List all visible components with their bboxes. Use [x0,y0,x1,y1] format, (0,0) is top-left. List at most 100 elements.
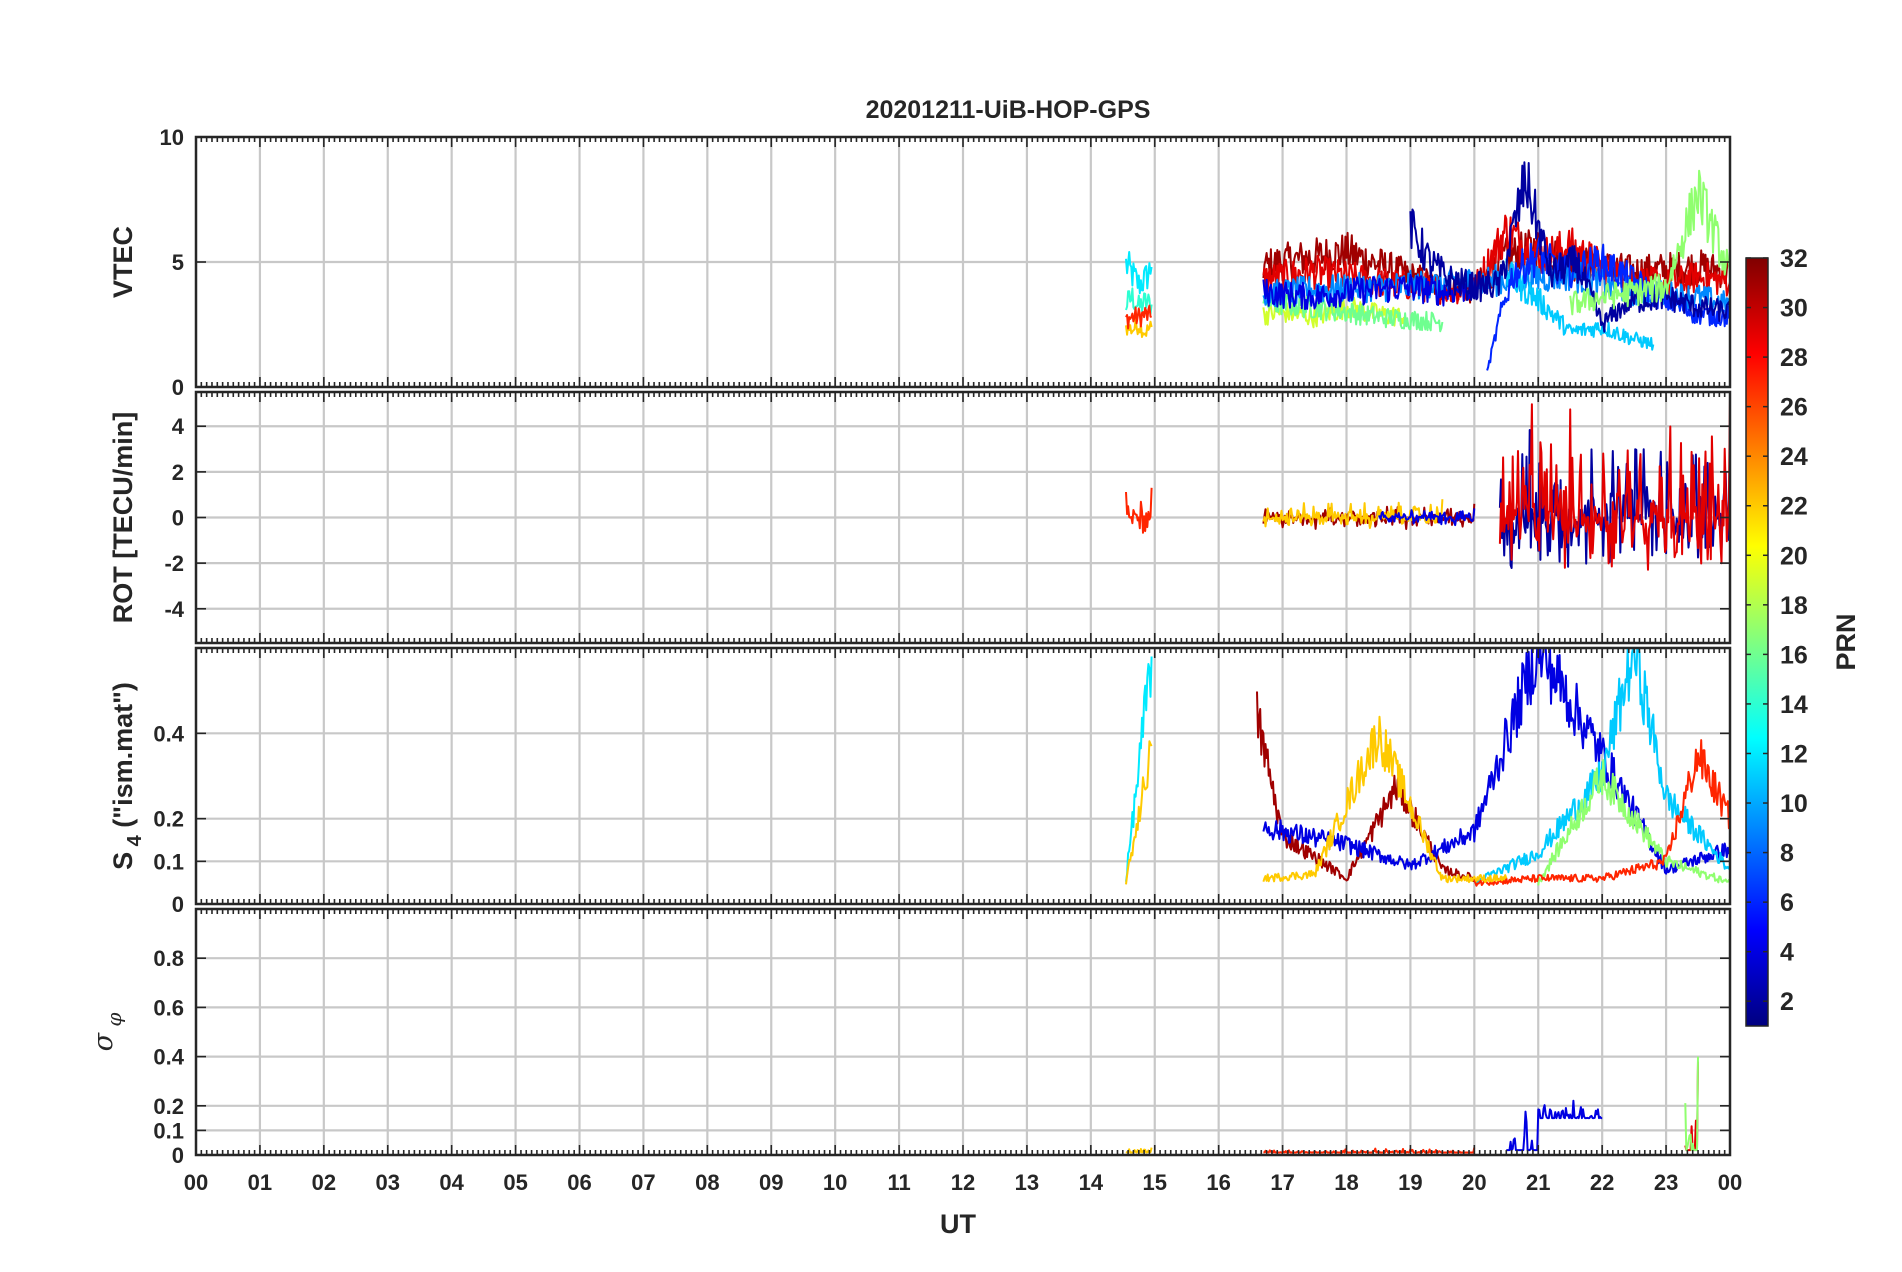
y-tick-label: 0.8 [153,946,184,971]
series-prn-12 [1125,656,1153,882]
colorbar-tick-label: 16 [1780,641,1808,669]
colorbar-label: PRN [1831,613,1861,670]
panel-vtec: 0 5 10 VTEC [108,125,1732,400]
series-prn-22 [1125,740,1153,885]
series-prn-12 [1125,251,1153,295]
colorbar-tick-label: 28 [1780,344,1808,372]
series-prn-2 [1409,161,1730,333]
series-prn-31 [1256,691,1476,883]
colorbar-tick-label: 30 [1780,295,1808,323]
y-axis-label: S 4 ("ism.mat") [108,682,146,870]
colorbar-tick-label: 8 [1780,840,1794,868]
colorbar-tick-label: 6 [1780,889,1794,917]
series-prn-17 [1569,169,1730,316]
x-tick-labels: 00 01 02 03 04 05 06 07 08 09 10 11 12 13 14 15 16 17 18 19… [184,1170,1742,1195]
y-tick-label: 10 [160,125,184,150]
x-tick-label: 03 [376,1170,400,1195]
x-tick-label: 15 [1143,1170,1167,1195]
series-prn-4 [1378,508,1476,527]
x-tick-label: 16 [1206,1170,1230,1195]
x-tick-label: 19 [1398,1170,1422,1195]
colorbar-tick-label: 4 [1780,939,1794,967]
x-tick-label: 23 [1654,1170,1678,1195]
series-group [1125,161,1730,371]
y-tick-label: -2 [164,551,184,576]
y-tick-label: 0.1 [153,1118,184,1143]
y-axis-label: VTEC [108,226,138,298]
colorbar-tick-label: 10 [1780,790,1808,818]
colorbar-gradient [1745,257,1769,1027]
series-prn-17 [1537,759,1730,886]
x-tick-label: 07 [631,1170,655,1195]
series-prn-27 [1125,487,1153,534]
x-tick-label: 17 [1270,1170,1294,1195]
colorbar-tick-label: 2 [1780,988,1794,1016]
series-prn-29 [1262,214,1730,305]
y-tick-label: 0.2 [153,807,184,832]
series-prn-27 [1125,304,1152,330]
series-prn-6 [1486,237,1730,371]
series-prn-29 [1498,396,1730,571]
series-prn-11 [1505,258,1655,351]
y-tick-label: 0.2 [153,1094,184,1119]
x-tick-label: 10 [823,1170,847,1195]
colorbar-tick-label: 32 [1780,245,1808,273]
series-group [1125,396,1730,571]
colorbar-tick-label: 22 [1780,493,1808,521]
x-tick-label: 09 [759,1170,783,1195]
y-tick-label: 0.4 [153,721,184,746]
y-tick-label: 0.6 [153,995,184,1020]
series-prn-17 [1684,1056,1699,1152]
y-tick-label: -4 [164,597,184,622]
x-tick-label: 01 [248,1170,272,1195]
x-axis-label: UT [940,1209,976,1239]
y-axis-label: ROT [TECU/min] [108,412,138,623]
x-tick-label: 02 [312,1170,336,1195]
x-tick-label: 22 [1590,1170,1614,1195]
x-tick-label: 05 [503,1170,527,1195]
y-tick-label: 0.4 [153,1045,184,1070]
x-tick-label: 11 [887,1170,910,1195]
series-prn-27 [1473,739,1730,887]
x-tick-label: 00 [1718,1170,1742,1195]
y-tick-label: 0 [172,892,184,917]
y-axis-label: σ φ [88,1013,126,1052]
y-tick-label: 2 [172,460,184,485]
x-tick-label: 20 [1462,1170,1486,1195]
x-tick-label: 06 [567,1170,591,1195]
y-tick-label: 0 [172,506,184,531]
y-tick-label: 0.1 [153,849,184,874]
colorbar-tick-label: 12 [1780,740,1808,768]
x-tick-label: 04 [439,1170,464,1195]
y-tick-label: 0 [172,375,184,400]
x-tick-label: 18 [1334,1170,1358,1195]
y-tick-label: 0 [172,1143,184,1168]
figure-title: 20201211-UiB-HOP-GPS [866,96,1151,124]
panel-rot: -4 -2 0 2 4 ROT [TECU/min] [108,390,1732,645]
y-tick-label: 5 [172,250,184,275]
x-tick-label: 21 [1526,1170,1550,1195]
x-tick-label: 14 [1079,1170,1104,1195]
series-prn-4 [1262,648,1730,875]
series-prn-2 [1498,419,1730,569]
x-tick-label: 12 [951,1170,975,1195]
colorbar-tick-label: 18 [1780,592,1808,620]
panel-s4: 0 0.1 0.2 0.4 S 4 ("ism.mat") [108,646,1732,917]
x-tick-label: 08 [695,1170,719,1195]
colorbar-tick-label: 20 [1780,542,1808,570]
x-tick-label: 00 [184,1170,208,1195]
panel-sigma_phi: 00.10.2 0.4 0.6 0.8 σ φ [88,907,1732,1168]
series-prn-22 [1125,318,1153,338]
colorbar-tick-label: 14 [1780,691,1808,719]
series-group [1125,648,1730,887]
colorbar-tick-label: 24 [1780,443,1808,471]
x-tick-label: 13 [1015,1170,1039,1195]
series-prn-4 [1262,271,1476,311]
y-tick-label: 4 [172,414,185,439]
series-prn-22 [1262,715,1508,884]
colorbar-tick-label: 26 [1780,394,1808,422]
